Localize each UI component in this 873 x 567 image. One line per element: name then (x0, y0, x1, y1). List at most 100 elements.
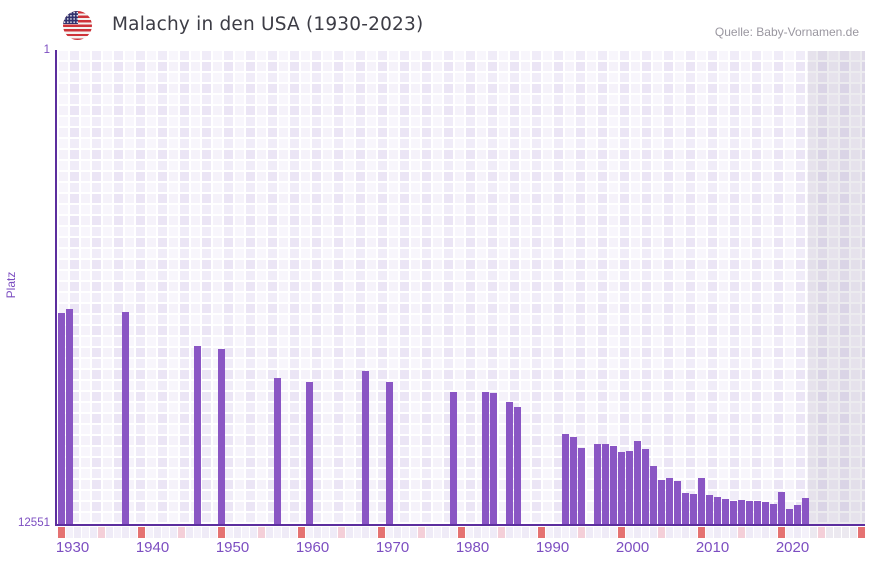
bar-2014[interactable] (729, 500, 737, 524)
bar-2008[interactable] (681, 493, 689, 524)
year-marker-cell-1944 (169, 527, 177, 538)
year-marker-cell-1994 (569, 527, 577, 538)
bar-1931[interactable] (65, 309, 73, 524)
year-marker-cell-2001 (625, 527, 633, 538)
bar-1997[interactable] (593, 443, 601, 524)
bar-1938[interactable] (121, 311, 129, 524)
bar-2005[interactable] (657, 479, 665, 524)
bar-2006[interactable] (665, 478, 673, 524)
year-marker-cell-1962 (313, 527, 321, 538)
year-marker-cell-2007 (673, 527, 681, 538)
year-marker-cell-2018 (761, 527, 769, 538)
bar-1968[interactable] (361, 370, 369, 524)
bar-2022[interactable] (793, 505, 801, 524)
bar-2021[interactable] (785, 508, 793, 524)
x-tick-label-1950: 1950 (215, 539, 250, 556)
bar-1984[interactable] (489, 393, 497, 524)
year-marker-cell-1976 (425, 527, 433, 538)
bar-2001[interactable] (625, 450, 633, 524)
year-marker-cell-1979 (449, 527, 457, 538)
year-marker-cell-2003 (641, 527, 649, 538)
y-tick-label-bottom: 12551 (18, 517, 50, 529)
year-marker-cell-1936 (105, 527, 113, 538)
bar-1971[interactable] (385, 381, 393, 524)
x-tick-label-1970: 1970 (375, 539, 410, 556)
bar-2010[interactable] (697, 478, 705, 524)
bar-1950[interactable] (217, 349, 225, 524)
bar-2003[interactable] (641, 449, 649, 524)
year-marker-cell-1988 (521, 527, 529, 538)
bar-2009[interactable] (689, 493, 697, 524)
year-marker-cell-1956 (265, 527, 273, 538)
bar-1987[interactable] (513, 407, 521, 524)
bar-1930[interactable] (57, 312, 65, 524)
bar-1947[interactable] (193, 345, 201, 524)
year-marker-cell-1978 (441, 527, 449, 538)
y-tick-label-top: 1 (43, 44, 50, 56)
bar-2000[interactable] (617, 451, 625, 524)
bar-2015[interactable] (737, 499, 745, 524)
x-tick-label-1960: 1960 (295, 539, 330, 556)
bar-1979[interactable] (449, 392, 457, 524)
bar-1957[interactable] (273, 377, 281, 524)
bar-2018[interactable] (761, 501, 769, 524)
year-marker-cell-1950 (217, 527, 225, 538)
bar-2023[interactable] (801, 498, 809, 524)
year-marker-cell-1968 (361, 527, 369, 538)
year-marker-cell-1958 (281, 527, 289, 538)
bar-1986[interactable] (505, 401, 513, 524)
x-tick-label-2000: 2000 (615, 539, 650, 556)
year-marker-cell-1977 (433, 527, 441, 538)
year-marker-cell-2022 (793, 527, 801, 538)
year-marker-cell-1965 (337, 527, 345, 538)
year-marker-cell-2008 (681, 527, 689, 538)
year-marker-cell-1992 (553, 527, 561, 538)
year-marker-cell-2004 (649, 527, 657, 538)
bar-1993[interactable] (561, 433, 569, 524)
year-marker-cell-1991 (545, 527, 553, 538)
bar-1995[interactable] (577, 448, 585, 524)
year-marker-cell-1953 (241, 527, 249, 538)
bar-1994[interactable] (569, 436, 577, 524)
bar-2019[interactable] (769, 503, 777, 524)
bar-1961[interactable] (305, 382, 313, 524)
future-years-shading (808, 51, 865, 524)
year-marker-cell-2025 (817, 527, 825, 538)
bar-2004[interactable] (649, 465, 657, 524)
year-marker-cell-1931 (65, 527, 73, 538)
year-marker-cell-1970 (377, 527, 385, 538)
year-marker-cell-2023 (801, 527, 809, 538)
bar-2012[interactable] (713, 497, 721, 524)
year-marker-cell-1952 (233, 527, 241, 538)
bar-1998[interactable] (601, 443, 609, 524)
bar-2011[interactable] (705, 494, 713, 524)
year-marker-cell-1930 (57, 527, 65, 538)
year-marker-cell-2027 (833, 527, 841, 538)
bar-1999[interactable] (609, 446, 617, 524)
year-marker-cell-1973 (401, 527, 409, 538)
year-marker-cell-1971 (385, 527, 393, 538)
year-marker-cell-1945 (177, 527, 185, 538)
year-marker-cell-1951 (225, 527, 233, 538)
bar-2007[interactable] (673, 480, 681, 524)
year-marker-cell-1935 (97, 527, 105, 538)
year-marker-cell-1963 (321, 527, 329, 538)
bar-2020[interactable] (777, 491, 785, 524)
bar-2016[interactable] (745, 500, 753, 524)
y-axis-line (55, 50, 57, 526)
bar-2002[interactable] (633, 441, 641, 524)
source-credit: Quelle: Baby-Vornamen.de (714, 25, 859, 39)
year-marker-cell-1985 (497, 527, 505, 538)
y-axis-title: Platz (4, 271, 18, 299)
x-tick-label-1930: 1930 (55, 539, 90, 556)
bar-2017[interactable] (753, 500, 761, 524)
chart-title: Malachy in den USA (1930-2023) (112, 14, 424, 35)
year-marker-cell-2017 (753, 527, 761, 538)
bar-1983[interactable] (481, 392, 489, 524)
year-marker-cell-2021 (785, 527, 793, 538)
year-marker-cell-1983 (481, 527, 489, 538)
x-tick-label-1980: 1980 (455, 539, 490, 556)
bar-2013[interactable] (721, 498, 729, 524)
year-marker-cell-1949 (209, 527, 217, 538)
